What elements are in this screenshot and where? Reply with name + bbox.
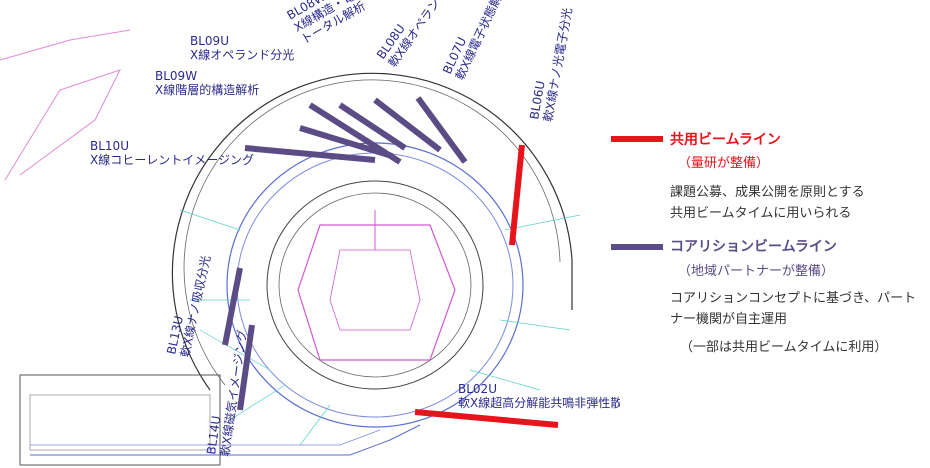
beamline-bar-bl07u <box>415 96 468 164</box>
linac-building-inner <box>29 394 211 451</box>
legend: 共用ビームライン （量研が整備） 課題公募、成果公開を原則とする 共用ビームタイ… <box>608 0 930 468</box>
legend-coalition-desc-2: ナー機関が自主運用 <box>670 312 788 327</box>
legend-coalition-swatch <box>611 244 663 250</box>
hall-outer-wall-2 <box>183 79 561 386</box>
beamline-label-bl02u: BL02U 軟X線超高分解能共鳴非弾性散乱 <box>458 382 620 410</box>
beamline-bar-bl13u <box>222 267 243 346</box>
legend-coalition-sub: （地域パートナーが整備） <box>678 264 835 279</box>
storage-ring-core <box>278 192 472 378</box>
legend-coalition-desc-3: （一部は共用ビームタイムに利用） <box>680 340 888 355</box>
site-boundary-2 <box>0 29 131 61</box>
beamline-label-bl08w: BL08WX線構造・電子状態トータル解析 <box>285 0 396 47</box>
beamline-bar-bl06u <box>509 144 525 246</box>
transport-line <box>30 424 421 456</box>
beamline-label-bl07u: BL07U軟X線電子状態解析 <box>440 0 509 82</box>
beamline-bar-bl02u <box>414 409 559 428</box>
linac-building <box>19 374 221 466</box>
beamline-label-bl10u: BL10U X線コヒーレントイメージング <box>90 139 254 167</box>
legend-shared-desc-2: 共用ビームタイムに用いられる <box>670 206 852 221</box>
beamline-bar-bl08w <box>338 102 407 151</box>
beamline-label-bl06u: BL06U軟X線ナノ光電子分光 <box>527 4 575 123</box>
beamline-bar-bl09w <box>299 125 393 159</box>
beamline-bar-bl08u <box>373 97 442 153</box>
beamline-bars <box>222 96 559 428</box>
transport-line-2 <box>30 429 381 446</box>
beamline-bar-bl10u <box>244 145 376 163</box>
site-boundary <box>4 69 121 181</box>
legend-shared-title: 共用ビームライン <box>670 132 781 148</box>
beamline-bar-bl14u <box>237 324 255 411</box>
beamline-label-bl09w: BL09W X線階層的構造解析 <box>155 69 259 97</box>
beamline-label-bl13u: BL13U軟X線ナノ吸収分光 <box>164 251 213 358</box>
booster-inner <box>329 249 421 331</box>
beam-fan <box>179 209 581 446</box>
legend-shared-sub: （量研が整備） <box>678 156 770 171</box>
legend-shared-swatch <box>611 136 663 142</box>
beamline-label-bl09u: BL09U X線オペランド分光 <box>190 34 294 62</box>
storage-ring-inner <box>266 180 484 390</box>
legend-coalition-title: コアリションビームライン <box>670 239 837 255</box>
booster-building <box>297 224 456 361</box>
legend-coalition-desc-1: コアリションコンセプトに基づき、パート <box>670 291 917 306</box>
hall-outer-wall <box>171 72 573 391</box>
legend-shared-desc-1: 課題公募、成果公開を原則とする <box>670 185 865 200</box>
